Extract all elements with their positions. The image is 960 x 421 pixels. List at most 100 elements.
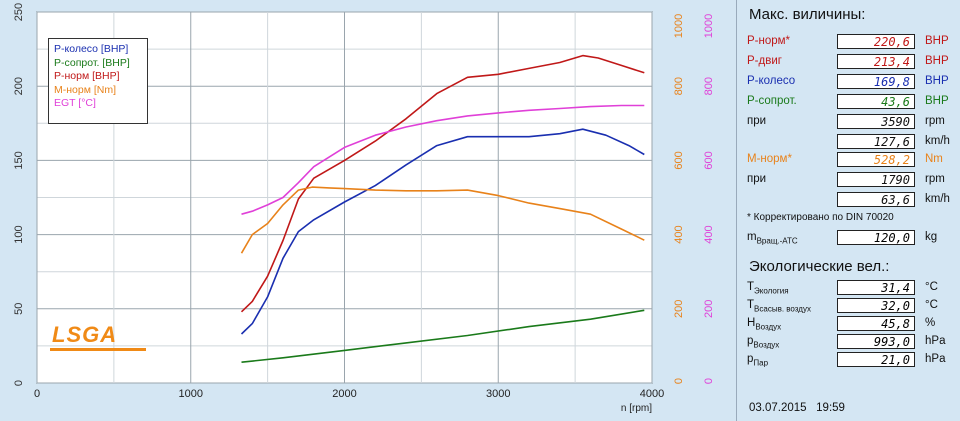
eco-row: TВсасыв. воздух 32,0 °C — [747, 298, 957, 315]
y-orange-tick-label: 0 — [673, 378, 685, 384]
x-tick-label: 2000 — [332, 388, 356, 400]
legend-entry: P-норм [BHP] — [54, 70, 120, 82]
eco-value: 993,0 — [837, 334, 915, 349]
max-unit: BHP — [925, 35, 949, 47]
max-values-title: Макс. виличины: — [749, 6, 866, 23]
eco-label: HВоздух — [747, 317, 782, 332]
max-label: P-двиг — [747, 55, 782, 67]
x-tick-label: 4000 — [640, 388, 664, 400]
mass-row: mВращ.-АТС 120,0 kg — [747, 230, 957, 247]
series-line — [240, 128, 645, 335]
torque-row: M-норм* 528,2 Nm — [747, 152, 957, 169]
eco-row: pВоздух 993,0 hPa — [747, 334, 957, 351]
eco-unit: °C — [925, 281, 938, 293]
max-label: P-сопрот. — [747, 95, 797, 107]
y-pink-tick-label: 1000 — [703, 14, 715, 38]
torque-row: при 1790 rpm — [747, 172, 957, 189]
y-left-tick-label: 200 — [13, 77, 25, 95]
eco-unit: hPa — [925, 335, 946, 347]
max-label: P-норм* — [747, 35, 791, 47]
chart-legend: P-колесо [BHP] P-сопрот. [BHP] P-норм [BHP… — [48, 38, 148, 124]
eco-label: pВоздух — [747, 335, 780, 350]
eco-row: pПар 21,0 hPa — [747, 352, 957, 369]
max-row: P-двиг 213,4 BHP — [747, 54, 957, 71]
eco-value: 21,0 — [837, 352, 915, 367]
y-pink-tick-label: 800 — [703, 77, 715, 95]
legend-entry: P-сопрот. [BHP] — [54, 56, 130, 69]
x-tick-label: 1000 — [179, 388, 203, 400]
y-left-tick-label: 250 — [13, 3, 25, 21]
legend-entry: EGT [°C] — [54, 97, 96, 109]
x-tick-label: 0 — [34, 388, 40, 400]
max-unit: rpm — [925, 115, 945, 127]
legend-entry: P-колесо [BHP] — [54, 43, 129, 55]
eco-row: TЭкология 31,4 °C — [747, 280, 957, 297]
y-orange-tick-label: 800 — [673, 77, 685, 95]
y-pink-tick-label: 400 — [703, 225, 715, 243]
torque-label: при — [747, 173, 767, 185]
torque-value: 63,6 — [837, 192, 915, 207]
x-axis-label: n [rpm] — [621, 403, 652, 414]
eco-unit: °C — [925, 299, 938, 311]
eco-row: HВоздух 45,8% — [747, 316, 957, 333]
y-pink-tick-label: 200 — [703, 300, 715, 318]
eco-unit: hPa — [925, 353, 946, 365]
y-left-tick-label: 0 — [13, 380, 25, 386]
logo-underline — [50, 348, 146, 351]
max-unit: BHP — [925, 95, 949, 107]
eco-label: TВсасыв. воздух — [747, 299, 811, 314]
eco-label: TЭкология — [747, 281, 789, 296]
eco-value: 31,4 — [837, 280, 915, 295]
lsga-logo: LSGA — [52, 322, 118, 347]
eco-label: pПар — [747, 353, 769, 368]
series-line — [241, 309, 645, 363]
y-pink-tick-label: 0 — [703, 378, 715, 384]
x-tick-label: 3000 — [486, 388, 510, 400]
eco-unit: % — [925, 317, 936, 329]
max-unit: BHP — [925, 55, 949, 67]
series-line — [240, 186, 645, 254]
max-row: 127,6 km/h — [747, 134, 957, 151]
y-left-tick-label: 150 — [13, 151, 25, 169]
max-row: при 3590 rpm — [747, 114, 957, 131]
max-unit: BHP — [925, 75, 949, 87]
y-left-tick-label: 100 — [13, 225, 25, 243]
torque-value: 528,2 — [837, 152, 915, 167]
torque-unit: Nm — [925, 153, 943, 165]
mass-unit: kg — [925, 231, 938, 243]
series-line — [240, 54, 645, 313]
eco-title: Экологические вел.: — [749, 258, 890, 275]
max-value: 3590 — [837, 114, 915, 129]
y-orange-tick-label: 600 — [673, 151, 685, 169]
max-value: 43,6 — [837, 94, 915, 109]
max-value: 127,6 — [837, 134, 915, 149]
report-datetime: 03.07.2015 19:59 — [749, 402, 845, 414]
y-orange-tick-label: 1000 — [673, 14, 685, 38]
y-orange-tick-label: 200 — [673, 300, 685, 318]
y-orange-tick-label: 400 — [673, 225, 685, 243]
max-row: P-норм* 220,6 BHP — [747, 34, 957, 51]
torque-label: M-норм* — [747, 153, 792, 165]
max-unit: km/h — [925, 135, 950, 147]
max-row: P-колесо 169,8 BHP — [747, 74, 957, 91]
eco-value: 32,0 — [837, 298, 915, 313]
mass-label: mВращ.-АТС — [747, 231, 798, 246]
mass-value: 120,0 — [837, 230, 915, 245]
eco-value: 45,8 — [837, 316, 915, 331]
max-label: при — [747, 115, 767, 127]
y-left-tick-label: 50 — [13, 303, 25, 315]
torque-row: 63,6 km/h — [747, 192, 957, 209]
results-panel: Макс. виличины: P-норм* 220,6 BHP P-двиг 213… — [736, 0, 960, 421]
din-note: * Корректировано по DIN 70020 — [747, 212, 894, 223]
torque-unit: km/h — [925, 193, 950, 205]
max-value: 169,8 — [837, 74, 915, 89]
y-pink-tick-label: 600 — [703, 151, 715, 169]
torque-value: 1790 — [837, 172, 915, 187]
series-line — [241, 104, 645, 215]
max-value: 220,6 — [837, 34, 915, 49]
max-label: P-колесо — [747, 75, 796, 87]
torque-unit: rpm — [925, 173, 945, 185]
max-row: P-сопрот. 43,6 BHP — [747, 94, 957, 111]
legend-entry: M-норм [Nm] — [54, 83, 117, 96]
